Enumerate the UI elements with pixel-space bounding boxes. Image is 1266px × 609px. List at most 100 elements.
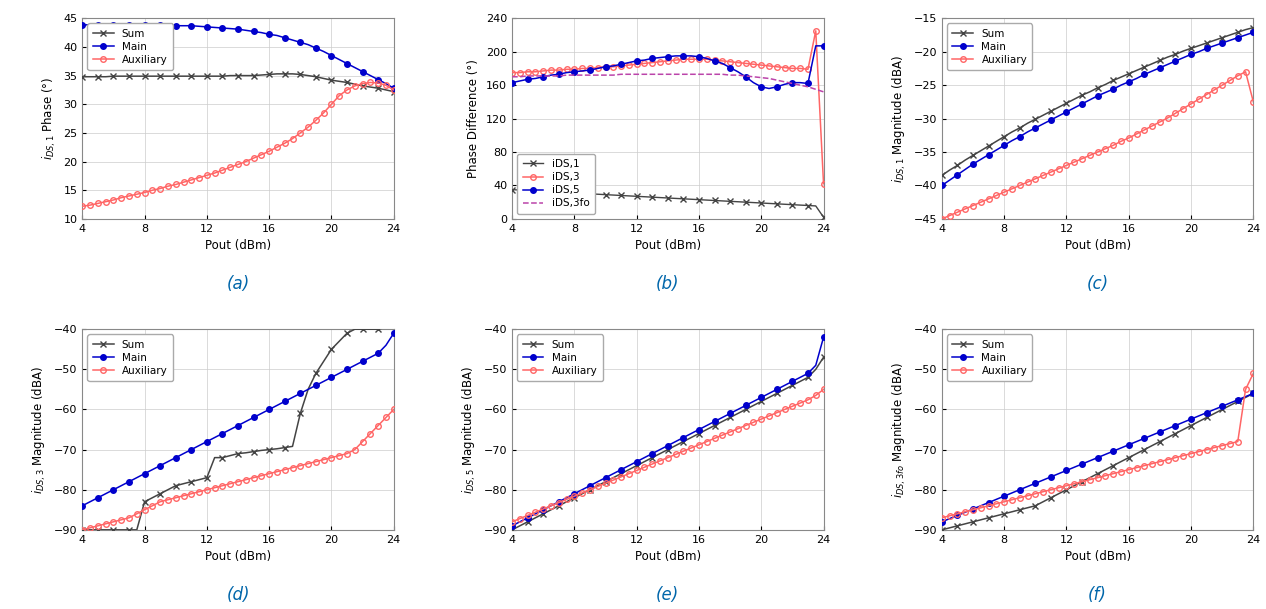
Y-axis label: Phase Difference (°): Phase Difference (°) — [467, 59, 480, 178]
Auxiliary — [1082, 476, 1098, 484]
Main — [168, 22, 184, 29]
Auxiliary — [598, 480, 613, 487]
iDS,3 — [528, 68, 543, 76]
Main — [1214, 40, 1229, 47]
Auxiliary — [300, 124, 315, 131]
Auxiliary — [1223, 440, 1238, 447]
Sum — [1144, 442, 1160, 449]
Line: Sum: Sum — [78, 71, 398, 95]
Main — [354, 68, 370, 76]
X-axis label: Pout (dBm): Pout (dBm) — [634, 551, 701, 563]
iDS,3fo — [520, 72, 536, 80]
Main — [1122, 78, 1137, 85]
iDS,1 — [785, 201, 800, 208]
Main — [528, 510, 543, 518]
iDS,3 — [513, 69, 528, 76]
Main — [137, 470, 152, 477]
Auxiliary — [230, 161, 246, 168]
Main — [746, 398, 761, 405]
iDS,5 — [582, 66, 598, 74]
Sum — [161, 72, 176, 80]
iDS,3fo — [808, 86, 823, 93]
Auxiliary — [1020, 178, 1036, 186]
Main — [1105, 448, 1120, 455]
iDS,3 — [614, 62, 629, 69]
Sum — [129, 72, 144, 80]
Sum — [137, 498, 152, 505]
Main — [513, 518, 528, 526]
Main — [1067, 104, 1082, 111]
iDS,3fo — [715, 71, 730, 78]
Main — [1160, 425, 1175, 432]
Main — [1082, 457, 1098, 465]
Sum — [300, 385, 315, 393]
Sum — [520, 518, 536, 526]
Main — [379, 342, 394, 349]
Main — [996, 142, 1012, 149]
Sum — [1129, 450, 1144, 457]
Line: Main: Main — [939, 29, 1256, 188]
Main — [974, 156, 989, 163]
iDS,3fo — [800, 83, 815, 91]
Main — [520, 514, 536, 521]
Main — [715, 414, 730, 421]
Sum — [176, 72, 191, 80]
iDS,3 — [808, 27, 823, 35]
Auxiliary — [309, 117, 324, 124]
Main — [1129, 75, 1144, 82]
Main — [706, 418, 722, 425]
iDS,3fo — [575, 71, 590, 79]
Sum — [1176, 48, 1191, 55]
Sum — [668, 442, 684, 449]
Main — [184, 22, 199, 29]
iDS,5 — [753, 83, 768, 91]
Auxiliary — [114, 194, 129, 202]
iDS,5 — [504, 79, 519, 86]
Main — [1167, 422, 1182, 429]
Auxiliary — [300, 460, 315, 467]
iDS,3fo — [629, 71, 644, 78]
Main — [1012, 133, 1027, 140]
Main — [129, 474, 144, 481]
iDS,1 — [706, 197, 722, 204]
Main — [996, 493, 1012, 500]
iDS,3fo — [536, 72, 551, 80]
Main — [191, 442, 206, 449]
Sum — [950, 522, 965, 529]
Sum — [144, 72, 160, 80]
Main — [215, 24, 230, 32]
Sum — [309, 370, 324, 377]
iDS,3fo — [590, 71, 605, 79]
Main — [1206, 42, 1222, 49]
Sum — [1113, 458, 1128, 465]
iDS,1 — [777, 200, 793, 208]
Auxiliary — [129, 510, 144, 518]
Sum — [1152, 438, 1167, 445]
iDS,5 — [551, 71, 566, 78]
Main — [981, 499, 996, 506]
Text: (e): (e) — [656, 586, 680, 604]
Sum — [1122, 70, 1137, 77]
Sum — [684, 434, 699, 441]
Main — [215, 430, 230, 437]
Sum — [270, 70, 285, 77]
Main — [82, 498, 97, 505]
Line: Sum: Sum — [78, 322, 398, 533]
Main — [1051, 112, 1066, 119]
iDS,1 — [504, 186, 519, 193]
Sum — [614, 470, 629, 477]
Main — [738, 402, 753, 409]
Auxiliary — [184, 490, 199, 498]
Main — [106, 486, 122, 493]
Auxiliary — [238, 158, 253, 165]
iDS,1 — [793, 202, 808, 209]
iDS,1 — [637, 193, 652, 200]
Main — [339, 365, 354, 373]
Sum — [1199, 40, 1214, 47]
Auxiliary — [957, 508, 972, 515]
Text: (d): (d) — [227, 586, 249, 604]
Sum — [309, 73, 324, 80]
Sum — [1051, 104, 1066, 111]
Main — [1231, 34, 1246, 41]
iDS,3 — [668, 57, 684, 64]
